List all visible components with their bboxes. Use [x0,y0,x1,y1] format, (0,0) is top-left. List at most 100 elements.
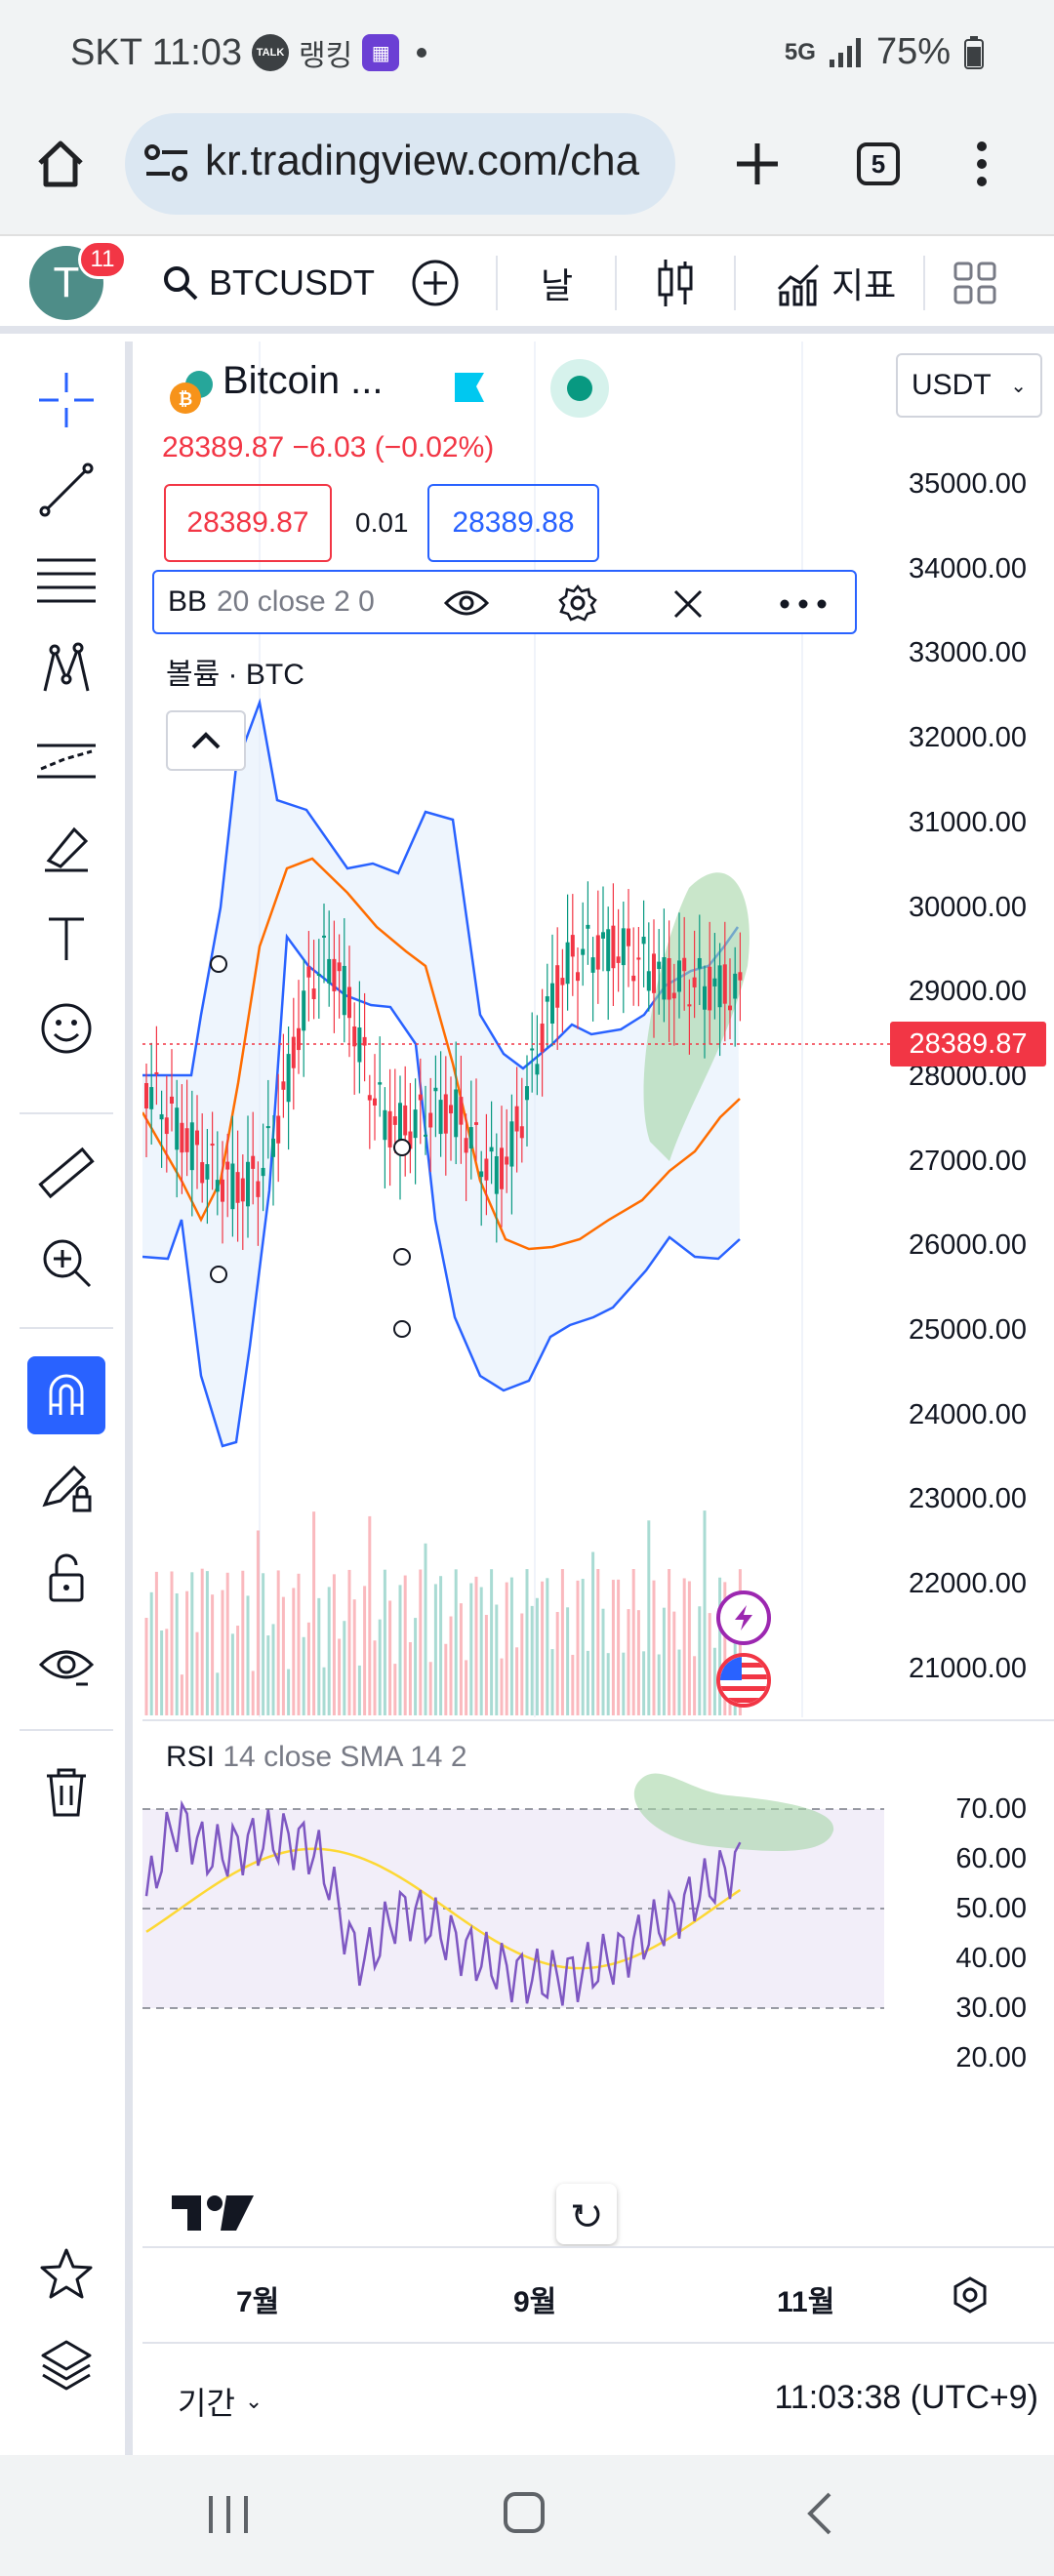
candle-body [413,1109,418,1139]
volume-bar [495,1604,499,1715]
watchlist-favorites[interactable] [27,2234,105,2313]
rsi-pane[interactable]: RSI 14 close SMA 14 2 70.00 60.00 50.00 40.… [142,1719,1054,2246]
main-chart-pane[interactable]: ₿ Bitcoin ... USDT ⌄ 28389.87 −6.03 (−0.0… [142,342,1054,1717]
remove-drawings[interactable] [27,1752,105,1831]
bb-indicator-legend[interactable]: BB 20 close 2 0 [152,570,857,634]
rsi-name: RSI [166,1741,216,1773]
rsi-line [144,1799,742,2006]
volume-bar [357,1665,361,1715]
volume-bar [657,1654,661,1715]
volume-bar [149,1591,153,1715]
emoji-tool[interactable] [27,989,105,1067]
axis-settings-icon[interactable] [951,2275,990,2314]
tradingview-logo[interactable] [172,2194,254,2233]
volume-bar [642,1651,646,1715]
compare-symbol-button[interactable] [410,254,461,312]
trend-line-tool[interactable] [27,451,105,529]
lock-drawing-mode[interactable] [27,1448,105,1526]
crosshair-tool[interactable] [27,361,105,439]
browser-menu-button[interactable] [947,129,1017,199]
candle-body [641,936,646,945]
zoom-tool[interactable] [27,1224,105,1302]
buy-price-button[interactable]: 28389.88 [427,484,599,562]
volume-bar [408,1641,412,1715]
date-range-button[interactable]: 기간 ⌄ [178,2379,263,2424]
settings-gear-icon[interactable] [558,584,597,623]
volume-bar [560,1569,564,1715]
candle-body [235,1172,240,1203]
candle-body [184,1128,189,1152]
battery-icon [964,35,984,69]
address-bar[interactable]: kr.tradingview.com/cha [125,113,675,215]
symbol-title[interactable]: Bitcoin ... [223,359,384,402]
hide-drawings[interactable] [27,1628,105,1706]
candle-body [342,965,346,1016]
clock-timezone-button[interactable]: 11:03:38 (UTC+9) [774,2379,1038,2416]
drawing-handle [210,1266,227,1283]
rsi-chart[interactable] [142,1721,1054,2248]
indicators-button[interactable]: 지표 [775,254,896,312]
pencil-lock-icon [42,1465,92,1512]
candle-body [687,1004,692,1007]
reset-chart-button[interactable] [556,2184,617,2244]
lightning-alert-button[interactable] [716,1590,771,1645]
prediction-tool[interactable] [27,720,105,798]
currency-select[interactable]: USDT ⌄ [896,353,1042,418]
candle-body [302,990,306,1031]
new-tab-button[interactable] [722,129,792,199]
volume-bar [393,1664,397,1715]
tab-switcher-button[interactable]: 5 [843,129,913,199]
measure-tool[interactable] [27,1134,105,1212]
add-circle-icon [412,260,459,306]
close-icon[interactable] [671,587,705,621]
back-icon[interactable] [802,2490,835,2537]
system-nav-bar [0,2455,1054,2576]
symbol-label: BTCUSDT [209,262,375,302]
layout-button[interactable] [953,254,997,312]
candle-body [225,1161,230,1170]
sell-price-button[interactable]: 28389.87 [164,484,332,562]
pattern-tool[interactable] [27,630,105,708]
magnet-mode-button[interactable] [27,1356,105,1434]
volume-bar [484,1615,488,1715]
text-tool[interactable] [27,900,105,978]
time-axis[interactable]: 7월 9월 11월 [142,2246,1054,2342]
signal-icon [829,37,861,67]
symbol-search-button[interactable]: BTCUSDT [162,254,375,312]
home-button[interactable] [25,129,96,199]
volume-bar [281,1596,285,1715]
candle-body [337,962,342,972]
volume-bar [444,1643,448,1715]
candle-body [509,1121,514,1167]
fib-tool[interactable] [27,541,105,619]
economic-events-button[interactable] [716,1653,771,1708]
status-time: SKT 11:03 [70,31,243,73]
candle-body [180,1122,184,1153]
rsi-legend[interactable]: RSI 14 close SMA 14 2 [166,1741,467,1774]
volume-bar [271,1624,275,1715]
fib-retracement-icon [37,558,96,603]
chart-type-button[interactable] [656,254,695,312]
volume-bar [144,1618,148,1715]
object-tree[interactable] [27,2326,105,2404]
more-horizontal-icon[interactable] [779,597,828,611]
volume-bar [241,1570,245,1715]
lock-all-drawings[interactable] [27,1538,105,1616]
volume-bar [698,1606,702,1715]
market-status-indicator[interactable] [550,359,609,418]
interval-button[interactable]: 날 [541,254,573,312]
price-axis-label: 33000.00 [909,637,1027,669]
candle-body [398,1103,402,1152]
volume-bar [211,1594,215,1715]
eye-icon[interactable] [443,585,490,621]
home-nav-icon[interactable] [502,2490,547,2535]
volume-bar [439,1576,443,1715]
price-chart[interactable] [142,342,1054,1717]
recent-apps-icon[interactable] [205,2492,252,2537]
candle-body [738,972,743,981]
flag-icon[interactable] [449,369,488,408]
brush-tool[interactable] [27,810,105,888]
volume-bar [190,1572,194,1715]
collapse-legend-button[interactable] [166,710,246,771]
candle-body [230,1163,235,1210]
